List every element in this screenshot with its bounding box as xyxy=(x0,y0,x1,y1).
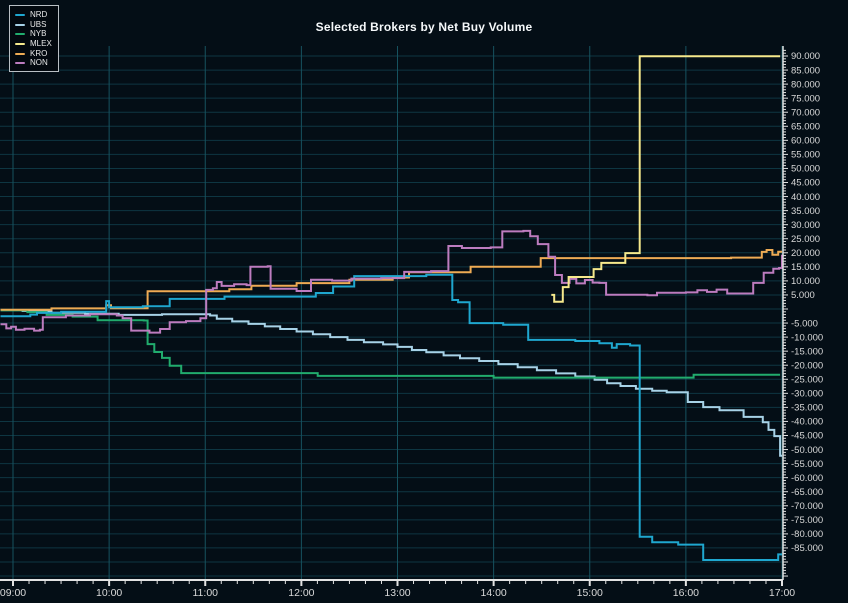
y-tick-label: -10.000 xyxy=(791,332,823,343)
y-tick-label: 15.000 xyxy=(791,262,820,273)
y-tick-label: -60.000 xyxy=(791,473,823,484)
y-tick-label: 50.000 xyxy=(791,164,820,175)
x-tick-label: 17:00 xyxy=(769,587,795,599)
y-tick-label: -40.000 xyxy=(791,417,823,428)
y-tick-label: -65.000 xyxy=(791,487,823,498)
legend-item-NYB[interactable]: NYB xyxy=(15,29,56,39)
legend-item-NRD[interactable]: NRD xyxy=(15,10,56,20)
legend-item-UBS[interactable]: UBS xyxy=(15,20,56,30)
y-tick-label: -85.000 xyxy=(791,543,823,554)
legend-swatch-icon xyxy=(15,62,25,65)
y-tick-label: -15.000 xyxy=(791,346,823,357)
y-tick-label: -30.000 xyxy=(791,389,823,400)
series-line-MLEX xyxy=(551,55,781,303)
y-tick-label: 65.000 xyxy=(791,121,820,132)
legend-swatch-icon xyxy=(15,13,25,16)
y-tick-label: 80.000 xyxy=(791,79,820,90)
y-tick-label: 20.000 xyxy=(791,248,820,259)
y-tick-label: -25.000 xyxy=(791,374,823,385)
y-tick-label: 55.000 xyxy=(791,150,820,161)
y-tick-label: 70.000 xyxy=(791,107,820,118)
legend: NRD UBS NYB MLEX KRO NON xyxy=(9,5,59,73)
legend-item-label: KRO xyxy=(30,48,48,58)
series-line-UBS xyxy=(0,309,782,457)
y-tick-label: 60.000 xyxy=(791,136,820,147)
y-tick-label: -70.000 xyxy=(791,501,823,512)
legend-item-label: UBS xyxy=(30,19,47,29)
y-tick-label: 30.000 xyxy=(791,220,820,231)
y-tick-label: -80.000 xyxy=(791,529,823,540)
legend-swatch-icon xyxy=(15,23,25,26)
x-tick-label: 16:00 xyxy=(673,587,699,599)
x-tick-label: 10:00 xyxy=(96,587,122,599)
legend-item-label: MLEX xyxy=(30,38,52,48)
y-tick-label: 10.000 xyxy=(791,276,820,287)
legend-item-MLEX[interactable]: MLEX xyxy=(15,39,56,49)
y-tick-label: 40.000 xyxy=(791,192,820,203)
x-tick-label: 14:00 xyxy=(480,587,506,599)
series-line-NRD xyxy=(0,273,782,561)
x-tick-label: 12:00 xyxy=(288,587,314,599)
y-tick-label: -75.000 xyxy=(791,515,823,526)
x-tick-label: 15:00 xyxy=(577,587,603,599)
legend-item-label: NYB xyxy=(30,29,47,39)
y-tick-label: 5.000 xyxy=(791,290,815,301)
y-tick-label: 35.000 xyxy=(791,206,820,217)
series-line-NYB xyxy=(0,309,781,379)
y-tick-label: 25.000 xyxy=(791,234,820,245)
legend-swatch-icon xyxy=(15,33,25,36)
y-tick-label: -35.000 xyxy=(791,403,823,414)
legend-swatch-icon xyxy=(15,42,25,45)
legend-item-label: NON xyxy=(30,58,48,68)
legend-item-KRO[interactable]: KRO xyxy=(15,49,56,59)
y-tick-label: -45.000 xyxy=(791,431,823,442)
y-tick-label: 75.000 xyxy=(791,93,820,104)
x-tick-label: 13:00 xyxy=(384,587,410,599)
y-tick-label: 45.000 xyxy=(791,178,820,189)
y-tick-label: -5.000 xyxy=(791,318,818,329)
series-line-KRO xyxy=(0,249,782,311)
legend-swatch-icon xyxy=(15,52,25,55)
legend-item-label: NRD xyxy=(30,9,48,19)
x-tick-label: 11:00 xyxy=(193,587,219,599)
y-tick-label: -50.000 xyxy=(791,445,823,456)
series-line-NON xyxy=(0,229,783,334)
chart-title: Selected Brokers by Net Buy Volume xyxy=(315,20,533,34)
y-tick-label: -20.000 xyxy=(791,360,823,371)
y-tick-label: 90.000 xyxy=(791,51,820,62)
y-tick-label: -55.000 xyxy=(791,459,823,470)
x-tick-label: 09:00 xyxy=(0,587,26,599)
y-tick-label: 85.000 xyxy=(791,65,820,76)
legend-item-NON[interactable]: NON xyxy=(15,58,56,68)
